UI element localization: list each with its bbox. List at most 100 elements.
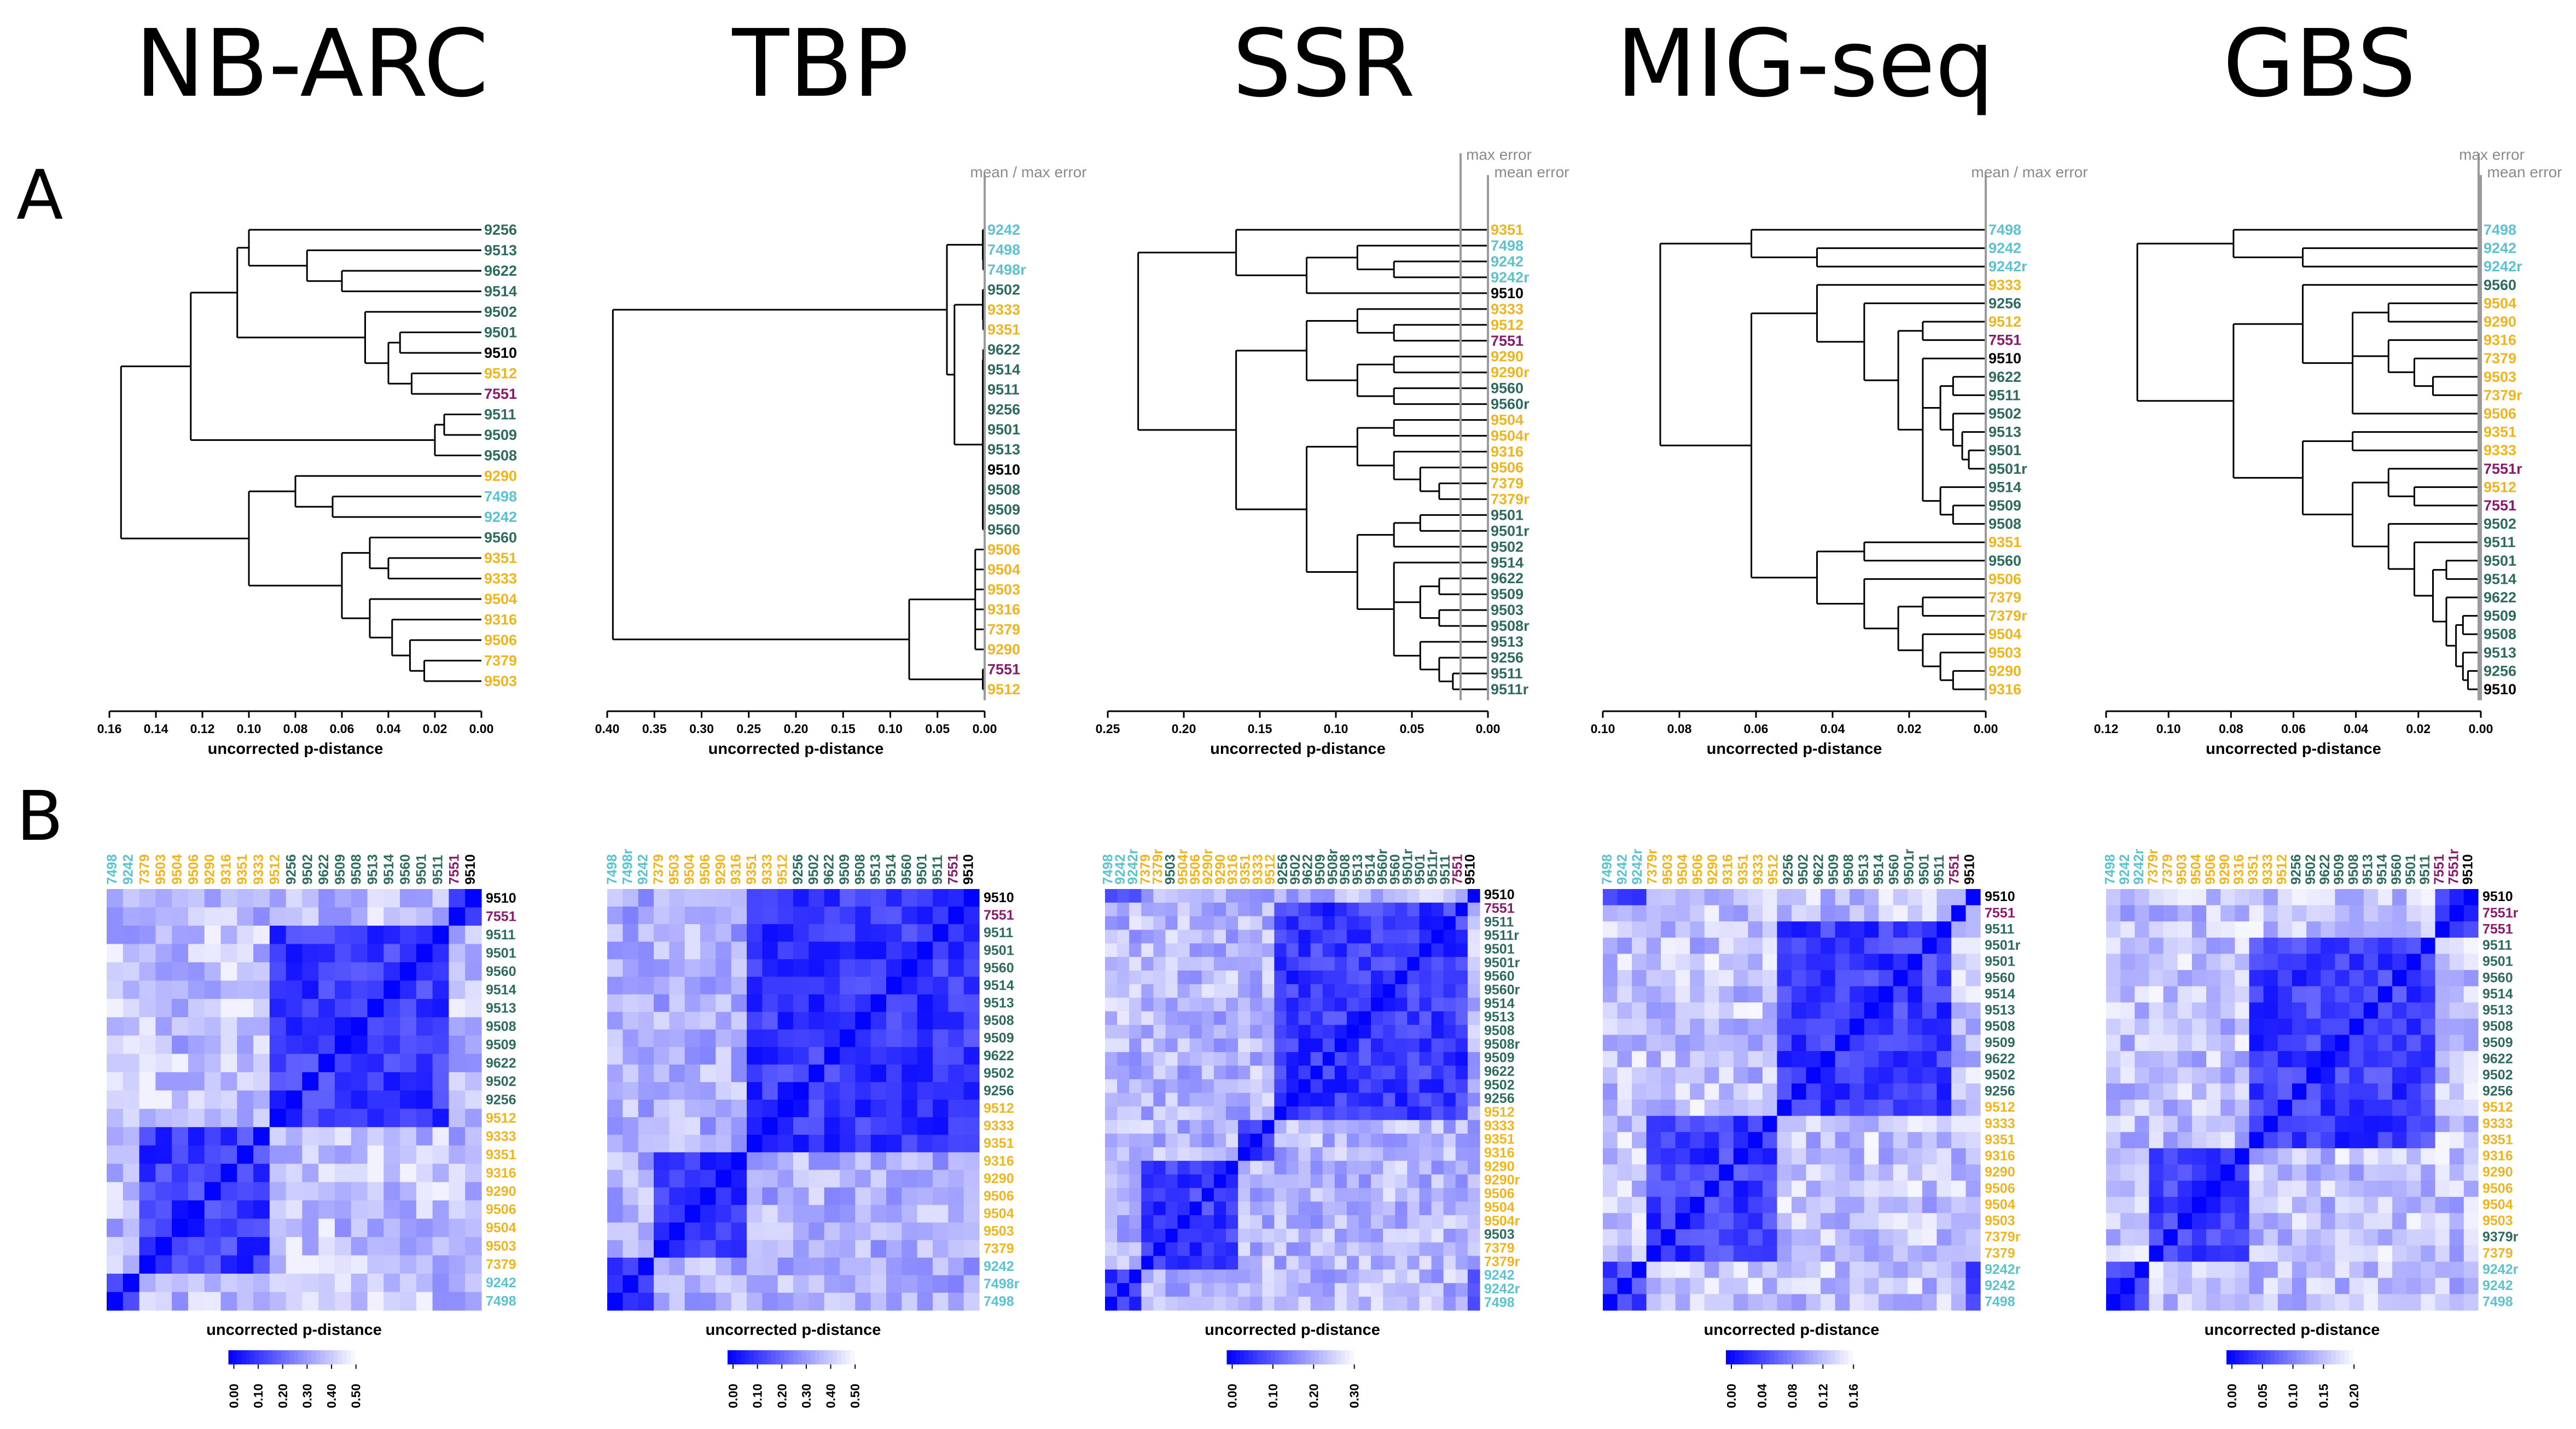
heatmap-cell bbox=[1690, 889, 1705, 906]
heatmap-column-label: 9508 bbox=[852, 854, 868, 885]
heatmap-cell bbox=[777, 1029, 794, 1048]
heatmap-cell bbox=[2235, 1035, 2250, 1052]
heatmap-cell bbox=[318, 1182, 335, 1201]
heatmap-cell bbox=[1250, 1052, 1263, 1066]
heatmap-cell bbox=[1105, 1120, 1118, 1134]
heatmap-cell bbox=[1879, 1132, 1894, 1149]
heatmap-cell bbox=[1704, 1116, 1719, 1132]
leaf-label: 7498 bbox=[484, 489, 517, 505]
heatmap-cell bbox=[654, 907, 670, 925]
heatmap-cell bbox=[1646, 1245, 1661, 1262]
heatmap-cell bbox=[1431, 971, 1444, 985]
heatmap-cell bbox=[2406, 1245, 2421, 1262]
heatmap-cell bbox=[948, 1100, 964, 1118]
heatmap-cell bbox=[1359, 889, 1371, 903]
colorbar-swatch bbox=[1270, 1350, 1275, 1364]
heatmap-cell bbox=[1238, 1201, 1251, 1216]
heatmap-cell bbox=[840, 977, 856, 995]
heatmap-cell bbox=[762, 1100, 778, 1118]
heatmap-cell bbox=[1603, 1002, 1618, 1019]
heatmap-cell bbox=[1835, 1148, 1850, 1165]
heatmap-cell bbox=[2149, 921, 2164, 938]
heatmap-cell bbox=[1274, 1079, 1287, 1094]
heatmap-cell bbox=[2106, 1164, 2121, 1181]
heatmap-cell bbox=[383, 925, 400, 945]
heatmap-cell bbox=[2249, 1181, 2264, 1198]
heatmap-row-label: 9511 bbox=[1985, 921, 2014, 937]
heatmap-cell bbox=[1141, 1297, 1154, 1311]
heatmap-cell bbox=[1443, 1134, 1456, 1148]
heatmap-cell bbox=[2149, 1083, 2164, 1100]
heatmap-cell bbox=[855, 907, 871, 925]
heatmap-cell bbox=[1334, 1201, 1347, 1216]
heatmap-cell bbox=[623, 977, 639, 995]
heatmap-cell bbox=[1821, 1051, 1836, 1068]
heatmap-cell bbox=[1201, 1297, 1214, 1311]
heatmap-cell bbox=[1879, 1181, 1894, 1198]
heatmap-cell bbox=[107, 1108, 124, 1128]
heatmap-cell bbox=[2449, 1181, 2464, 1198]
heatmap-cell bbox=[1274, 1297, 1287, 1311]
heatmap-cell bbox=[139, 889, 156, 908]
heatmap-cell bbox=[334, 1108, 352, 1128]
heatmap-cell bbox=[1443, 1215, 1456, 1229]
heatmap-cell bbox=[1777, 1018, 1792, 1036]
heatmap-cell bbox=[1250, 889, 1263, 903]
heatmap-cell bbox=[1238, 1215, 1251, 1229]
heatmap-cell bbox=[155, 1274, 172, 1293]
heatmap-cell bbox=[2349, 1294, 2364, 1311]
heatmap-cell bbox=[2349, 1262, 2364, 1279]
heatmap-cell bbox=[1646, 1148, 1661, 1165]
heatmap-cell bbox=[155, 1255, 172, 1274]
colorbar-swatch bbox=[1327, 1350, 1332, 1364]
colorbar-swatch bbox=[2345, 1350, 2350, 1364]
heatmap-cell bbox=[2149, 986, 2164, 1003]
colorbar-swatch bbox=[1349, 1350, 1354, 1364]
heatmap-cell bbox=[1177, 1242, 1190, 1257]
heatmap-cell bbox=[1748, 1196, 1763, 1213]
heatmap-cell bbox=[1646, 1164, 1661, 1181]
heatmap-cell bbox=[1719, 1213, 1734, 1230]
heatmap-cell bbox=[933, 1064, 949, 1083]
heatmap-cell bbox=[1864, 1294, 1879, 1311]
heatmap-cell bbox=[747, 1082, 763, 1100]
heatmap-cell bbox=[416, 1255, 433, 1274]
heatmap-cell bbox=[1105, 1269, 1118, 1283]
heatmap-cell bbox=[840, 1117, 856, 1135]
heatmap-cell bbox=[1821, 1262, 1836, 1279]
heatmap-cell bbox=[2435, 1181, 2450, 1198]
heatmap-cell bbox=[2235, 889, 2250, 906]
heatmap-cell bbox=[383, 1182, 400, 1201]
heatmap-cell bbox=[855, 1170, 871, 1188]
heatmap-cell bbox=[1937, 1002, 1952, 1019]
heatmap-cell bbox=[1748, 1083, 1763, 1100]
heatmap-cell bbox=[1165, 1269, 1178, 1283]
heatmap-cell bbox=[948, 1170, 964, 1188]
heatmap-cell bbox=[107, 1054, 124, 1073]
heatmap-cell bbox=[2449, 1035, 2464, 1052]
heatmap-row-label: 9511r bbox=[1484, 928, 1519, 943]
heatmap-cell bbox=[253, 925, 270, 945]
heatmap-cell bbox=[367, 944, 384, 963]
heatmap-cell bbox=[1201, 971, 1214, 985]
heatmap-cell bbox=[809, 1222, 825, 1241]
heatmap-cell bbox=[2120, 1132, 2135, 1149]
heatmap-cell bbox=[607, 1292, 623, 1311]
heatmap-cell bbox=[917, 1029, 933, 1048]
heatmap-cell bbox=[2321, 1196, 2336, 1213]
heatmap-cell bbox=[1690, 1067, 1705, 1084]
heatmap-cell bbox=[2235, 1100, 2250, 1117]
heatmap-cell bbox=[963, 1082, 980, 1100]
heatmap-cell bbox=[2321, 1245, 2336, 1262]
heatmap-cell bbox=[1806, 1035, 1821, 1052]
heatmap-cell bbox=[902, 1257, 918, 1276]
heatmap-cell bbox=[1661, 1262, 1676, 1279]
heatmap-cell bbox=[2463, 1051, 2479, 1068]
heatmap-cell bbox=[638, 907, 654, 925]
heatmap-cell bbox=[902, 1100, 918, 1118]
heatmap-cell bbox=[2235, 1083, 2250, 1100]
heatmap-cell bbox=[351, 1274, 368, 1293]
heatmap-cell bbox=[2206, 1083, 2221, 1100]
heatmap-cell bbox=[2449, 1262, 2464, 1279]
heatmap-column-label: 9511 bbox=[2417, 855, 2433, 885]
